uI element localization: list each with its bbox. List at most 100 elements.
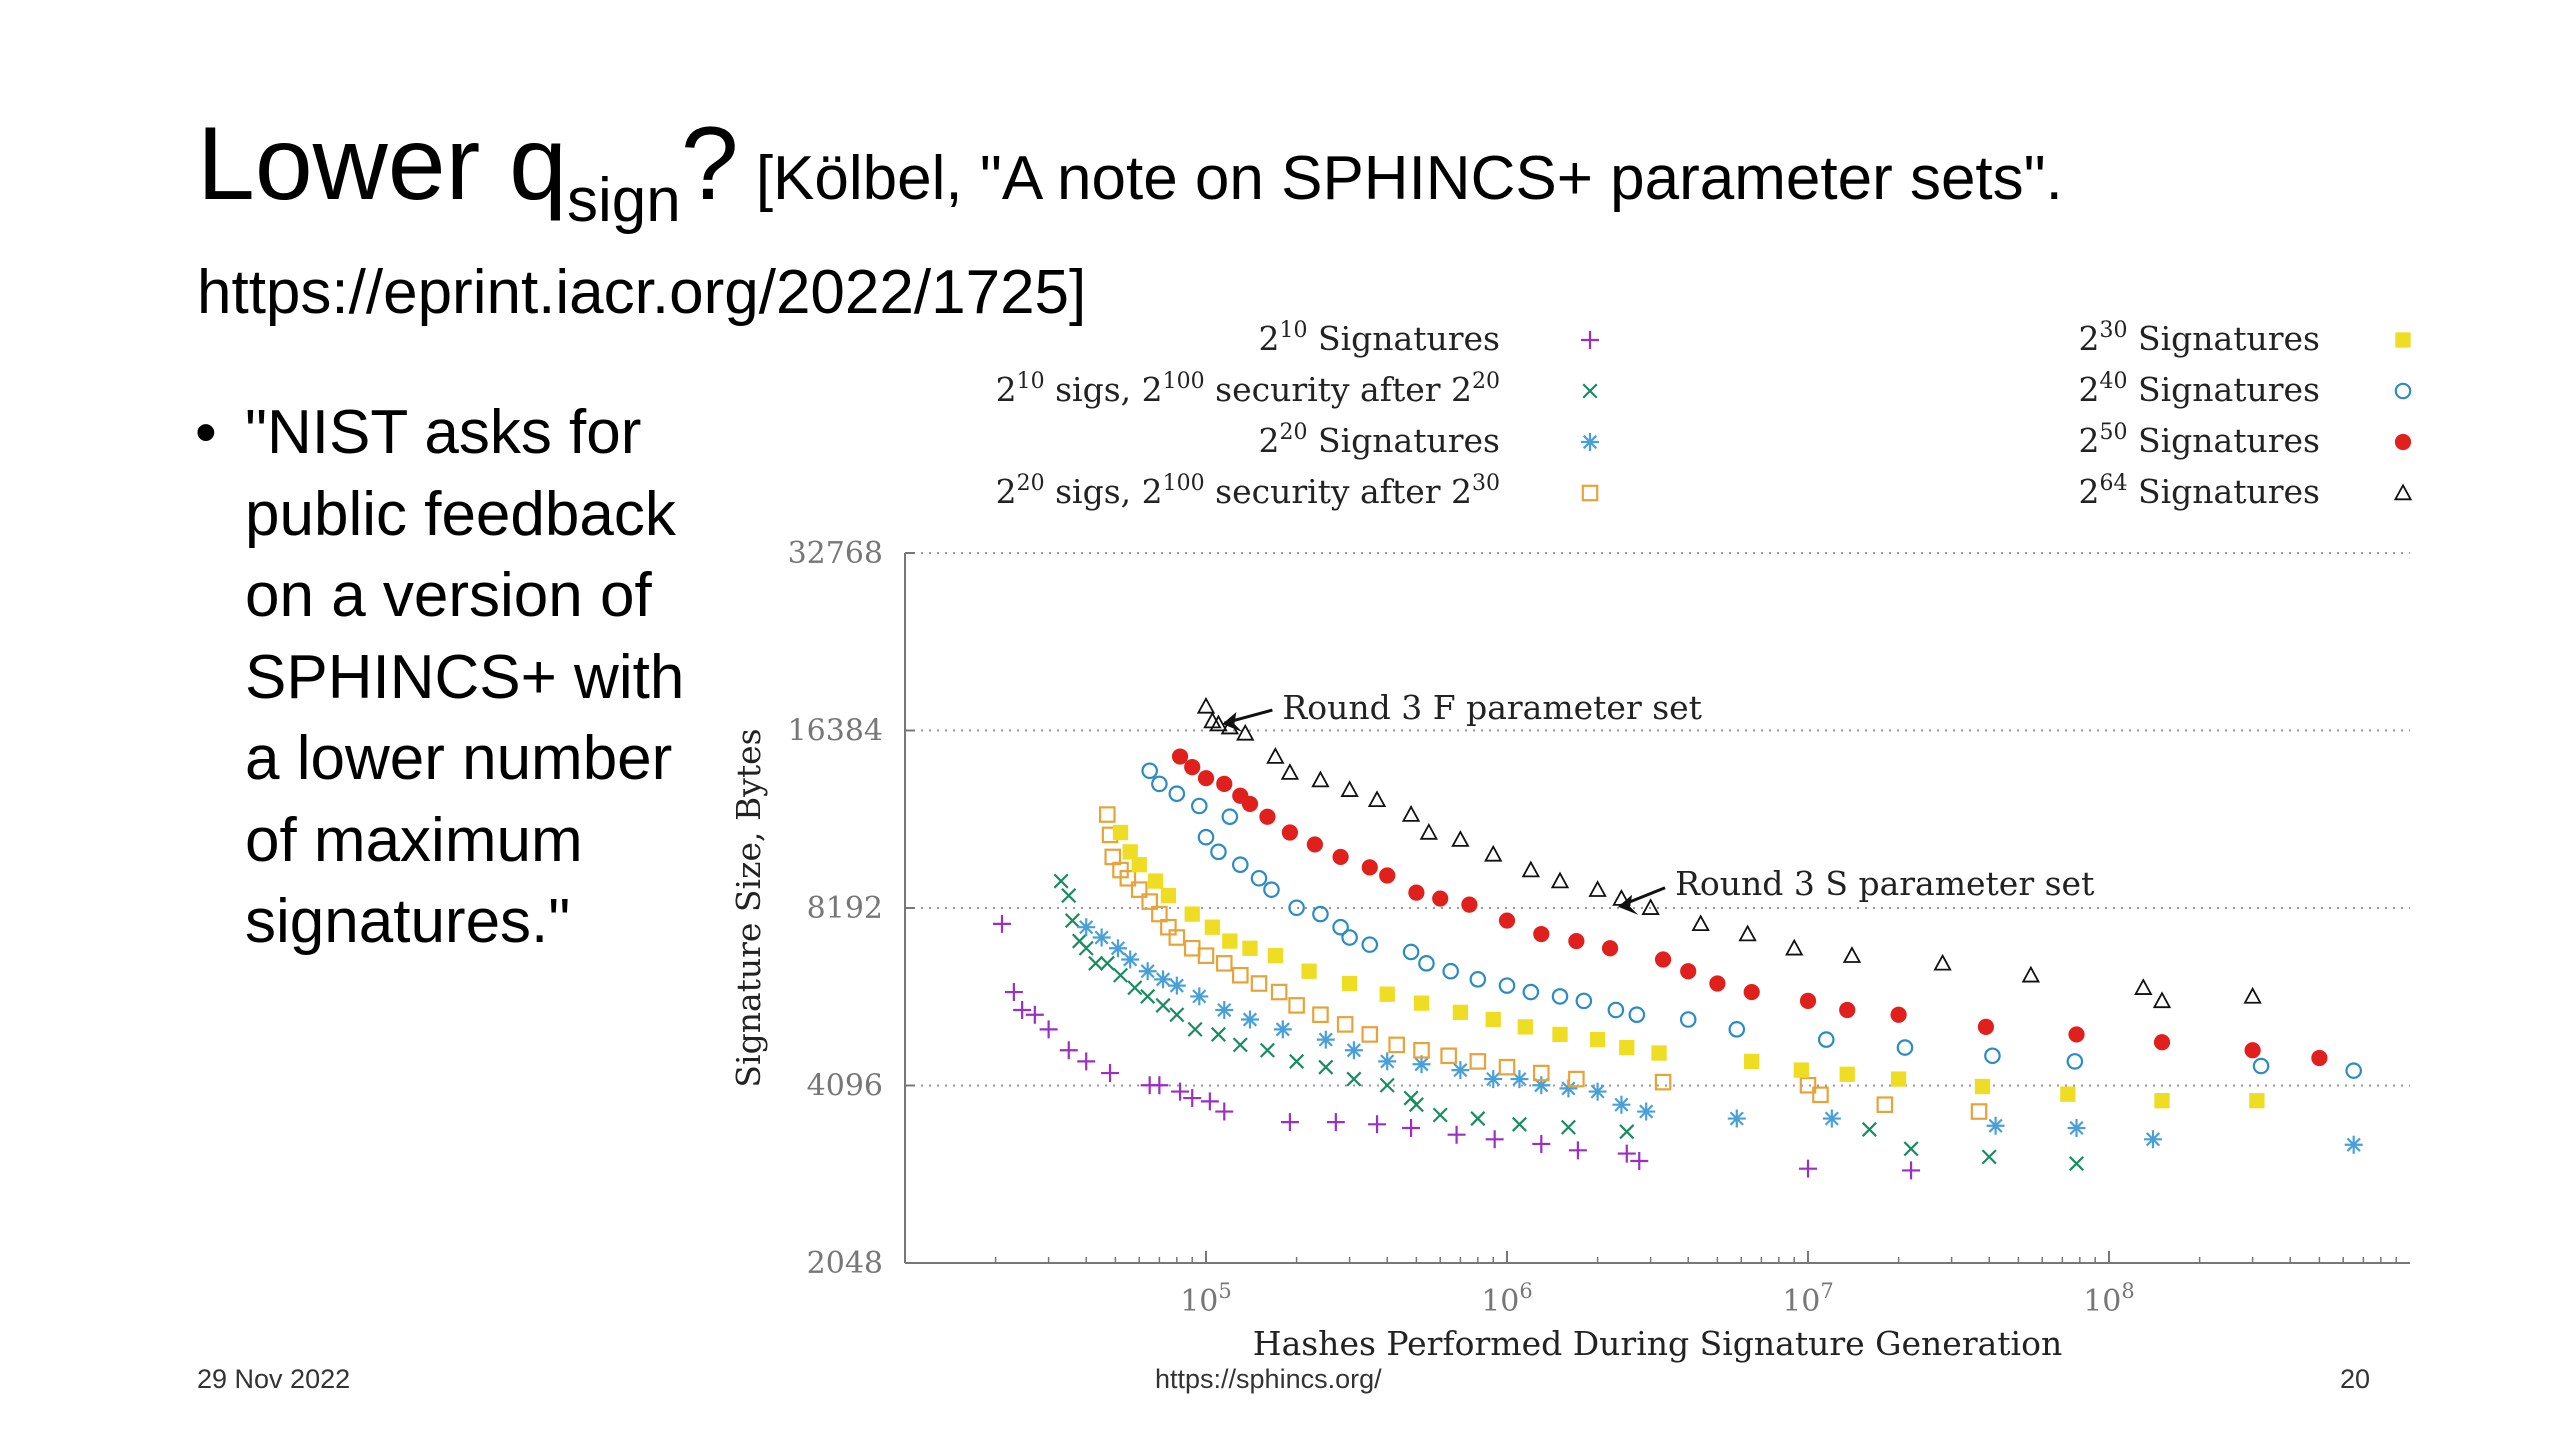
title-main: Lower q bbox=[197, 106, 567, 222]
data-point-star bbox=[1378, 1052, 1397, 1071]
data-point-filled-square bbox=[1744, 1053, 1760, 1070]
data-point-cross bbox=[1470, 1111, 1486, 1127]
data-point-cross bbox=[1346, 1071, 1362, 1087]
data-point-cross bbox=[1560, 1119, 1576, 1135]
data-point-triangle bbox=[1785, 938, 1804, 956]
square-marker-shape bbox=[1197, 947, 1215, 964]
data-point-triangle bbox=[1209, 714, 1228, 732]
data-point-triangle bbox=[1484, 844, 1503, 862]
data-point-filled-circle bbox=[1654, 951, 1672, 968]
data-point-filled-square bbox=[1147, 873, 1164, 889]
circle-marker-shape bbox=[1402, 943, 1420, 961]
cross-marker-shape bbox=[1379, 1077, 1395, 1093]
data-point-filled-circle bbox=[1281, 824, 1299, 841]
filled-circle-marker-shape bbox=[2153, 1034, 2171, 1051]
circle-marker-shape bbox=[1469, 971, 1487, 988]
data-point-star bbox=[1559, 1079, 1578, 1098]
filled-square-marker-shape bbox=[1341, 975, 1358, 992]
x-axis-label: Hashes Performed During Signature Genera… bbox=[1253, 1324, 2062, 1363]
data-point-square bbox=[1270, 983, 1288, 1001]
data-point-circle bbox=[1575, 992, 1593, 1010]
triangle-marker-shape bbox=[1236, 723, 1255, 741]
square-marker-shape bbox=[1388, 1036, 1405, 1054]
data-point-filled-circle bbox=[2068, 1026, 2085, 1043]
star-marker-shape bbox=[1273, 1020, 1292, 1039]
data-point-star bbox=[1215, 1001, 1234, 1020]
cross-marker-shape bbox=[1981, 1149, 1997, 1165]
triangle-marker-shape bbox=[1196, 696, 1216, 714]
filled-square-marker-shape bbox=[1267, 948, 1284, 964]
filled-circle-marker-shape bbox=[1498, 912, 1516, 929]
data-point-filled-circle bbox=[1977, 1018, 1995, 1035]
circle-marker-shape bbox=[1498, 977, 1516, 994]
data-point-filled-circle bbox=[1259, 808, 1276, 825]
cross-marker-shape bbox=[1511, 1116, 1527, 1132]
star-marker-shape bbox=[1138, 962, 1157, 981]
triangle-marker-shape bbox=[1451, 830, 1470, 847]
triangle-marker-shape bbox=[1785, 938, 1804, 956]
data-point-square bbox=[1568, 1070, 1585, 1088]
data-point-circle bbox=[1607, 1001, 1625, 1019]
circle-marker-shape bbox=[1896, 1039, 1914, 1056]
data-point-cross bbox=[1169, 1007, 1185, 1023]
data-point-star bbox=[1344, 1041, 1363, 1060]
filled-square-marker-shape bbox=[1793, 1062, 1809, 1078]
data-point-circle bbox=[1628, 1006, 1646, 1024]
data-point-plus bbox=[1630, 1152, 1649, 1171]
data-point-circle bbox=[1151, 775, 1168, 793]
data-point-cross bbox=[1155, 997, 1171, 1013]
plus-marker-shape bbox=[1150, 1076, 1169, 1095]
data-point-square bbox=[1440, 1047, 1457, 1065]
data-point-plus bbox=[1013, 1001, 1032, 1020]
star-marker-shape bbox=[1154, 970, 1173, 989]
data-point-star bbox=[1510, 1070, 1529, 1089]
data-point-filled-square bbox=[1301, 963, 1317, 979]
data-point-square bbox=[1183, 939, 1201, 957]
circle-marker-shape bbox=[1522, 983, 1540, 1001]
data-point-star bbox=[1727, 1109, 1746, 1128]
plus-marker-shape bbox=[1568, 1141, 1587, 1160]
filled-circle-marker-shape bbox=[1977, 1018, 1995, 1035]
filled-circle-marker-shape bbox=[1171, 748, 1189, 765]
data-point-star bbox=[2143, 1130, 2162, 1149]
data-point-square bbox=[1215, 955, 1233, 972]
filled-square-marker-shape bbox=[2060, 1086, 2076, 1102]
cross-marker-shape bbox=[1140, 988, 1156, 1004]
data-point-filled-square bbox=[1131, 857, 1147, 873]
circle-marker-shape bbox=[1341, 929, 1358, 946]
filled-square-marker-shape bbox=[1160, 887, 1177, 904]
star-marker-shape bbox=[1451, 1061, 1470, 1080]
cross-marker-shape bbox=[1861, 1121, 1877, 1137]
square-marker-shape bbox=[1215, 955, 1233, 972]
circle-marker-shape bbox=[1442, 962, 1459, 980]
data-point-cross bbox=[1112, 967, 1129, 983]
circle-marker-shape bbox=[1679, 1011, 1697, 1028]
data-point-circle bbox=[1402, 943, 1420, 961]
data-point-cross bbox=[1061, 888, 1077, 904]
data-point-triangle bbox=[1641, 898, 1660, 915]
data-point-circle bbox=[1168, 785, 1186, 803]
data-point-square bbox=[1361, 1026, 1379, 1043]
data-point-filled-square bbox=[1890, 1071, 1907, 1087]
filled-circle-marker-shape bbox=[1432, 890, 1449, 907]
cross-marker-shape bbox=[1259, 1042, 1275, 1058]
data-point-triangle bbox=[1266, 747, 1285, 764]
circle-marker-shape bbox=[1288, 899, 1305, 917]
y-tick-label: 8192 bbox=[807, 891, 883, 926]
legend-label: 220 Signatures bbox=[1259, 420, 1500, 460]
filled-circle-marker-shape bbox=[1709, 975, 1726, 992]
cross-marker-shape bbox=[1187, 1021, 1203, 1037]
data-point-star bbox=[1108, 939, 1127, 958]
data-point-filled-square bbox=[1341, 975, 1358, 992]
data-point-plus bbox=[1059, 1041, 1078, 1060]
cross-marker-shape bbox=[1169, 1007, 1185, 1023]
circle-marker-shape bbox=[1141, 762, 1158, 780]
data-point-circle bbox=[1341, 929, 1358, 946]
circle-marker-shape bbox=[1190, 797, 1208, 815]
data-point-square bbox=[1130, 881, 1148, 898]
data-point-cross bbox=[1088, 955, 1104, 971]
legend-label: 264 Signatures bbox=[2079, 471, 2320, 511]
circle-marker-shape bbox=[2066, 1053, 2084, 1070]
square-marker-shape bbox=[1151, 905, 1168, 923]
plus-marker-shape bbox=[1025, 1005, 1044, 1024]
